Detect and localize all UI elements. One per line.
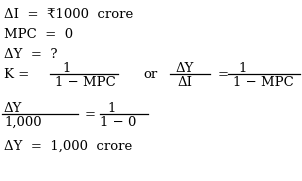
- Text: ΔY  =  1,000  crore: ΔY = 1,000 crore: [4, 140, 132, 153]
- Text: ΔY  =  ?: ΔY = ?: [4, 48, 57, 61]
- Text: 1: 1: [62, 62, 70, 75]
- Text: 1 − 0: 1 − 0: [100, 116, 137, 129]
- Text: or: or: [143, 68, 157, 81]
- Text: 1 − MPC: 1 − MPC: [55, 76, 116, 89]
- Text: 1: 1: [238, 62, 246, 75]
- Text: ΔY: ΔY: [175, 62, 193, 75]
- Text: ΔI  =  ₹1000  crore: ΔI = ₹1000 crore: [4, 8, 133, 21]
- Text: K =: K =: [4, 68, 29, 81]
- Text: =: =: [218, 68, 229, 81]
- Text: 1 − MPC: 1 − MPC: [233, 76, 294, 89]
- Text: ΔY: ΔY: [4, 102, 22, 115]
- Text: 1: 1: [107, 102, 115, 115]
- Text: 1,000: 1,000: [4, 116, 42, 129]
- Text: MPC  =  0: MPC = 0: [4, 28, 73, 41]
- Text: =: =: [85, 108, 96, 121]
- Text: ΔI: ΔI: [178, 76, 193, 89]
